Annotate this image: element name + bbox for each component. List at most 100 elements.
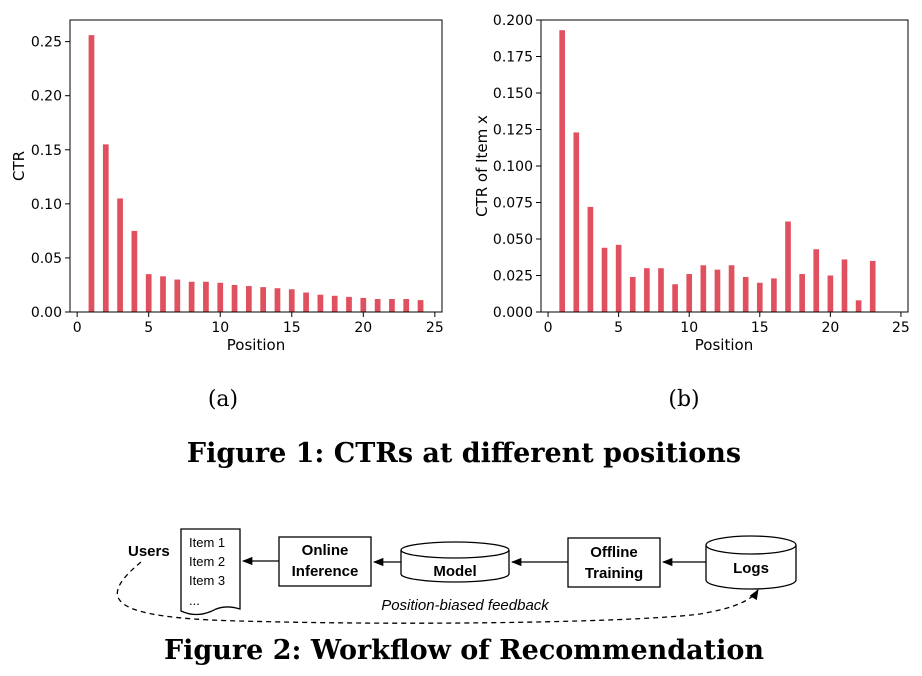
bar: [700, 265, 707, 312]
bar: [331, 295, 338, 312]
offline-training-box: [567, 537, 661, 588]
bar: [869, 260, 876, 312]
bar: [174, 279, 181, 312]
bar: [785, 221, 791, 312]
y-tick-label: 0.05: [31, 251, 62, 267]
bar: [260, 287, 267, 312]
x-tick-label: 15: [751, 320, 769, 336]
logs-label: Logs: [733, 560, 769, 577]
bar: [102, 144, 109, 312]
workflow-diagram: Users Item 1 Item 2 Item 3 ... Online In…: [116, 528, 797, 624]
y-tick-label: 0.175: [493, 50, 533, 66]
y-tick-label: 0.200: [493, 13, 533, 29]
chart-a-y-ticks: 0.00 0.05 0.10 0.15 0.20 0.25: [31, 35, 70, 321]
bar: [231, 284, 238, 312]
chart-b: 0 5 10 15 20 25 0.000 0.025 0.050 0.075 0.100 0.12…: [473, 13, 910, 412]
y-tick-label: 0.10: [31, 197, 62, 213]
model-cylinder: Model: [400, 541, 510, 583]
chart-a-subplot-label: (a): [208, 387, 238, 412]
bar: [658, 268, 664, 312]
offline-training-label: Offline: [590, 544, 638, 561]
bar: [644, 268, 650, 312]
chart-a-x-ticks: 0 5 10 15 20 25: [73, 312, 444, 336]
y-tick-label: 0.125: [493, 123, 533, 139]
chart-a-y-label: CTR: [10, 151, 28, 181]
y-tick-label: 0.15: [31, 143, 62, 159]
bar: [374, 299, 381, 312]
online-inference-label: Inference: [292, 563, 359, 580]
feedback-dashed-arrow: [116, 561, 759, 624]
bar: [587, 206, 594, 312]
chart-a-x-label: Position: [227, 336, 285, 354]
users-label: Users: [128, 543, 170, 560]
bar: [601, 247, 608, 312]
offline-training-label: Training: [585, 565, 643, 582]
bar: [827, 275, 834, 312]
bar: [629, 276, 636, 312]
x-tick-label: 20: [354, 320, 372, 336]
bar: [288, 289, 295, 312]
y-tick-label: 0.100: [493, 159, 533, 175]
x-tick-label: 10: [211, 320, 229, 336]
figure-2-caption: Figure 2: Workflow of Recommendation: [164, 635, 764, 666]
bar: [274, 288, 281, 312]
y-tick-label: 0.25: [31, 35, 62, 51]
bar: [360, 297, 367, 312]
bar: [317, 294, 324, 312]
bar: [672, 284, 678, 312]
bar: [728, 265, 735, 312]
chart-b-plot-frame: [540, 19, 909, 313]
bar: [389, 299, 395, 312]
chart-b-x-ticks: 0 5 10 15 20 25: [544, 312, 910, 336]
online-inference-label: Online: [302, 542, 349, 559]
bar: [615, 244, 622, 312]
bar: [813, 249, 820, 312]
bar: [117, 198, 123, 312]
y-tick-label: 0.075: [493, 196, 533, 212]
bar: [559, 30, 565, 312]
bar: [245, 286, 252, 312]
chart-a: 0 5 10 15 20 25 0.00 0.05 0.10 0.15 0.20 0.25 Posi…: [10, 19, 444, 412]
y-tick-label: 0.150: [493, 86, 533, 102]
bar: [841, 259, 848, 312]
chart-a-bars: [88, 35, 424, 312]
y-tick-label: 0.025: [493, 269, 533, 285]
bar: [573, 132, 580, 312]
bar: [217, 282, 224, 312]
item-list-entry: Item 2: [189, 554, 225, 569]
x-tick-label: 25: [426, 320, 444, 336]
logs-cylinder: Logs: [705, 535, 797, 590]
x-tick-label: 0: [544, 320, 553, 336]
bar: [714, 269, 721, 312]
bar: [160, 276, 166, 312]
item-list-entry: Item 3: [189, 573, 225, 588]
item-list-entry: Item 1: [189, 535, 225, 550]
x-tick-label: 20: [821, 320, 839, 336]
bar: [403, 299, 410, 312]
online-inference-box: [278, 536, 372, 587]
bar: [346, 296, 352, 312]
x-tick-label: 10: [680, 320, 698, 336]
chart-a-plot-frame: [69, 19, 443, 313]
bar: [799, 274, 805, 312]
bar: [417, 300, 424, 312]
x-tick-label: 25: [892, 320, 910, 336]
bar: [188, 281, 195, 312]
bar: [203, 281, 209, 312]
bar: [742, 276, 749, 312]
bar: [145, 274, 152, 312]
bar: [686, 274, 693, 312]
feedback-label: Position-biased feedback: [381, 597, 550, 614]
bar: [756, 282, 763, 312]
y-tick-label: 0.20: [31, 89, 62, 105]
y-tick-label: 0.000: [493, 305, 533, 321]
model-label: Model: [433, 563, 476, 580]
chart-b-y-ticks: 0.000 0.025 0.050 0.075 0.100 0.125 0.150 0.175…: [493, 13, 541, 321]
bar: [303, 292, 309, 312]
bar: [771, 278, 777, 312]
chart-b-y-label: CTR of Item x: [473, 115, 491, 217]
x-tick-label: 5: [144, 320, 153, 336]
item-list-document: [180, 528, 241, 616]
x-tick-label: 15: [283, 320, 301, 336]
